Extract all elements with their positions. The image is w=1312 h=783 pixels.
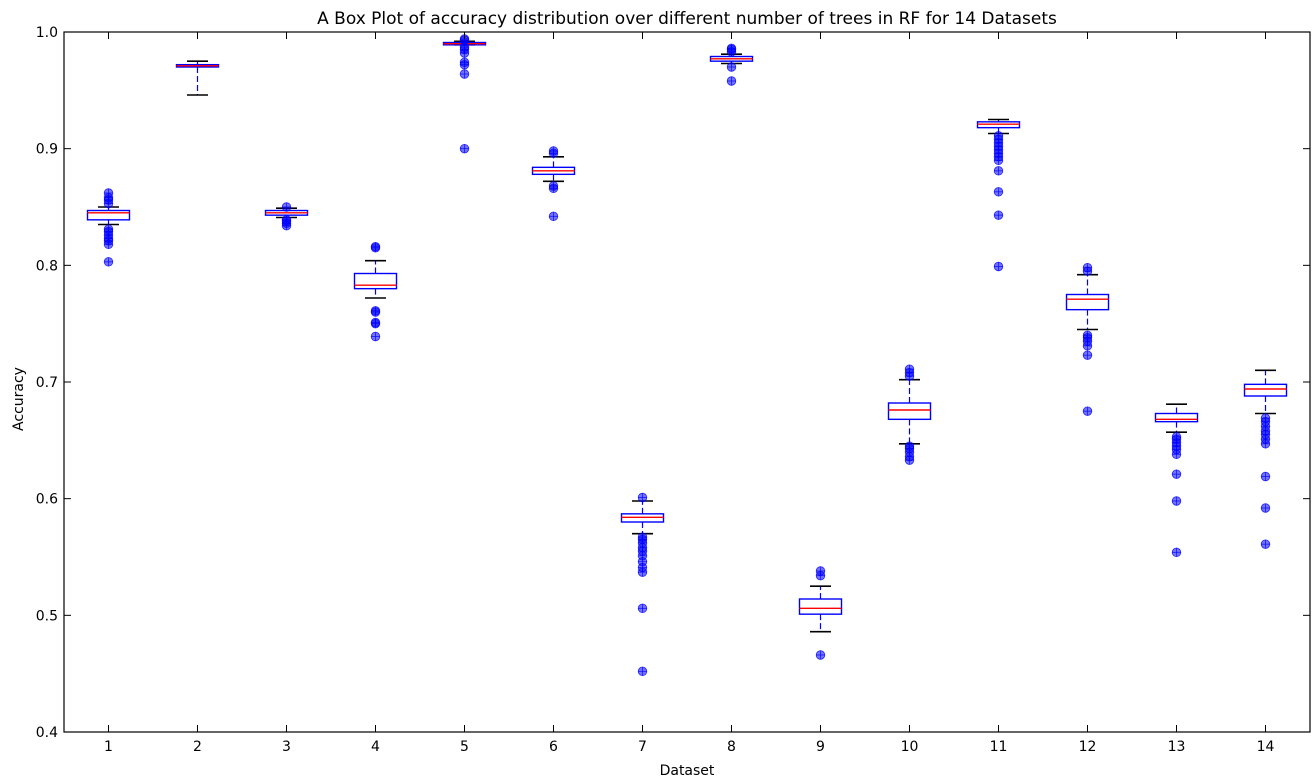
chart-title: A Box Plot of accuracy distribution over…	[317, 9, 1057, 29]
x-tick-label: 5	[460, 739, 469, 755]
y-tick-label: 0.5	[36, 608, 58, 624]
x-tick-label: 14	[1257, 739, 1275, 755]
box-iqr	[1154, 412, 1199, 423]
x-tick-label: 6	[549, 739, 558, 755]
y-tick-label: 0.4	[36, 725, 58, 741]
plot-area: 0.40.50.60.70.80.91.01 2 3 4 5 6 7 8 9 10 11 12 13 14	[36, 25, 1311, 755]
x-tick-label: 10	[901, 739, 919, 755]
box-iqr	[798, 598, 843, 615]
x-tick-label: 9	[816, 739, 825, 755]
box-iqr	[353, 272, 398, 290]
plot-frame	[63, 31, 1311, 733]
x-tick-label: 1	[104, 739, 113, 755]
x-tick-label: 4	[371, 739, 380, 755]
box-iqr	[1243, 383, 1288, 397]
x-tick-label: 13	[1168, 739, 1186, 755]
x-tick-label: 7	[638, 739, 647, 755]
y-tick-label: 0.8	[36, 258, 58, 274]
box-iqr	[887, 402, 932, 421]
x-tick-label: 8	[727, 739, 736, 755]
x-tick-label: 12	[1079, 739, 1097, 755]
y-axis-label: Accuracy	[11, 367, 27, 431]
y-tick-label: 0.9	[36, 142, 58, 158]
y-tick-label: 1.0	[36, 25, 58, 41]
x-tick-label: 11	[990, 739, 1008, 755]
y-tick-label: 0.7	[36, 375, 58, 391]
box-iqr	[86, 209, 131, 221]
box-iqr	[1065, 293, 1110, 311]
x-tick-label: 2	[193, 739, 202, 755]
x-axis-label: Dataset	[660, 763, 715, 779]
y-tick-label: 0.6	[36, 492, 58, 508]
x-tick-label: 3	[282, 739, 291, 755]
